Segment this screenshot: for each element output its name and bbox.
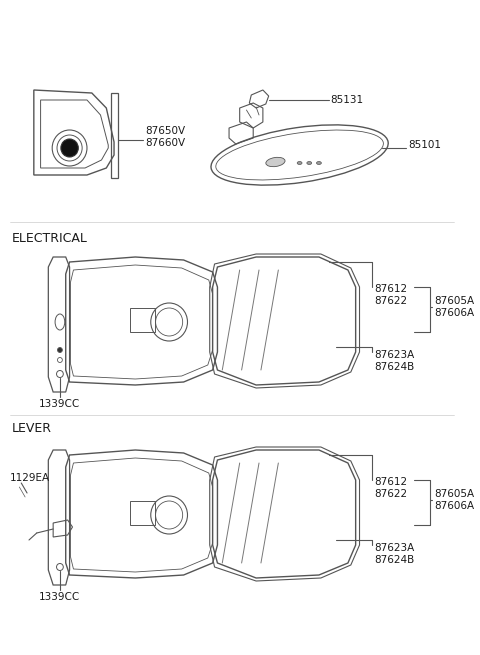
- Ellipse shape: [316, 162, 321, 164]
- Text: 1339CC: 1339CC: [39, 592, 80, 602]
- Text: 1339CC: 1339CC: [39, 399, 80, 409]
- Text: 85131: 85131: [331, 95, 364, 105]
- Text: 87612
87622: 87612 87622: [374, 284, 407, 306]
- Text: 87623A
87624B: 87623A 87624B: [374, 350, 414, 371]
- Ellipse shape: [297, 162, 302, 164]
- Ellipse shape: [307, 162, 312, 164]
- Text: 87650V
87660V: 87650V 87660V: [145, 126, 185, 148]
- Text: 87612
87622: 87612 87622: [374, 477, 407, 498]
- Text: 85101: 85101: [408, 140, 441, 150]
- Circle shape: [61, 139, 78, 157]
- Text: ELECTRICAL: ELECTRICAL: [12, 231, 87, 244]
- Ellipse shape: [266, 157, 285, 166]
- Text: 87605A
87606A: 87605A 87606A: [434, 296, 474, 318]
- Text: 87605A
87606A: 87605A 87606A: [434, 489, 474, 511]
- Circle shape: [58, 348, 62, 352]
- Text: LEVER: LEVER: [12, 422, 51, 434]
- Text: 87623A
87624B: 87623A 87624B: [374, 543, 414, 565]
- Text: 1129EA: 1129EA: [10, 473, 50, 483]
